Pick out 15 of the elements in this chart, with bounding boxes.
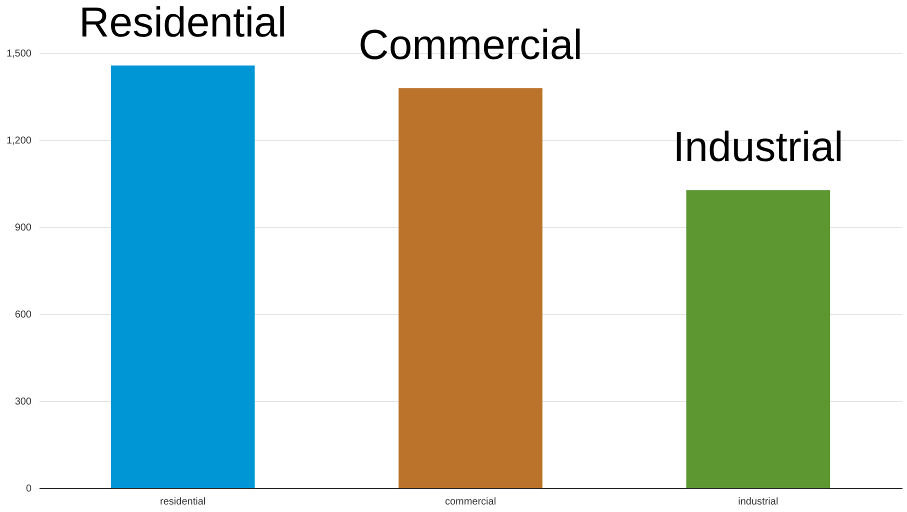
y-tick-label: 600 [14, 310, 32, 320]
bar [686, 190, 830, 488]
bar [398, 88, 542, 488]
annotation: Industrial [672, 123, 844, 170]
y-tick-label: 900 [14, 222, 32, 234]
y-tick-label: 300 [14, 396, 32, 408]
x-tick-label: industrial [738, 496, 778, 508]
y-tick-label: 1,200 [6, 136, 32, 146]
bar [110, 65, 255, 488]
x-tick-label: commercial [444, 496, 496, 508]
annotation: Commercial [358, 21, 583, 68]
y-tick-label: 0 [26, 484, 32, 494]
x-tick-label: residential [160, 496, 206, 508]
annotation: Residential [78, 0, 287, 46]
y-tick-label: 1,500 [6, 48, 32, 60]
